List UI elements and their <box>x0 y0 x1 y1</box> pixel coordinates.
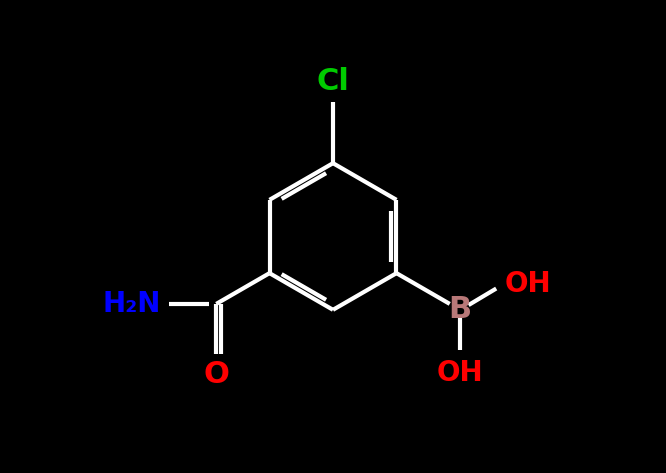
Text: OH: OH <box>437 359 484 387</box>
Text: H₂N: H₂N <box>102 290 161 318</box>
Text: Cl: Cl <box>316 67 350 96</box>
Text: O: O <box>203 360 229 389</box>
Text: B: B <box>448 295 472 324</box>
Text: OH: OH <box>505 270 551 298</box>
